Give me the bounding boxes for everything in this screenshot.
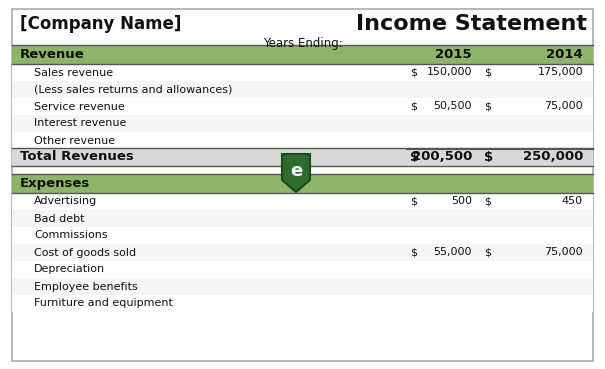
Text: Depreciation: Depreciation: [34, 265, 105, 275]
Text: Other revenue: Other revenue: [34, 135, 115, 145]
Bar: [12, 174, 593, 193]
Text: Interest revenue: Interest revenue: [34, 118, 126, 128]
Bar: [12, 278, 593, 295]
Text: $: $: [410, 151, 419, 163]
Text: 500: 500: [451, 197, 472, 207]
Text: 250,000: 250,000: [523, 151, 583, 163]
Bar: [12, 81, 593, 98]
Bar: [12, 210, 593, 227]
Bar: [12, 193, 593, 210]
Text: 200,500: 200,500: [411, 151, 472, 163]
Bar: [12, 45, 593, 64]
Text: $: $: [410, 248, 417, 258]
Text: Cost of goods sold: Cost of goods sold: [34, 248, 136, 258]
Text: $: $: [484, 101, 491, 111]
Text: [Company Name]: [Company Name]: [20, 15, 182, 33]
Text: Income Statement: Income Statement: [356, 14, 587, 34]
Bar: [12, 132, 593, 149]
Text: Advertising: Advertising: [34, 197, 97, 207]
Text: Service revenue: Service revenue: [34, 101, 125, 111]
Text: (Less sales returns and allowances): (Less sales returns and allowances): [34, 85, 232, 94]
Text: $: $: [484, 197, 491, 207]
Text: $: $: [410, 68, 417, 77]
Text: 2014: 2014: [546, 48, 583, 61]
Bar: [12, 227, 593, 244]
Bar: [12, 98, 593, 115]
Text: Employee benefits: Employee benefits: [34, 282, 138, 292]
Text: $: $: [410, 197, 417, 207]
Text: Sales revenue: Sales revenue: [34, 68, 113, 77]
Text: $: $: [484, 151, 493, 163]
Text: 50,500: 50,500: [434, 101, 472, 111]
Text: Revenue: Revenue: [20, 48, 85, 61]
Text: $: $: [484, 68, 491, 77]
Bar: [12, 261, 593, 278]
Text: 175,000: 175,000: [537, 68, 583, 77]
Text: 450: 450: [562, 197, 583, 207]
Text: $: $: [410, 101, 417, 111]
Text: 75,000: 75,000: [544, 248, 583, 258]
Text: 2015: 2015: [436, 48, 472, 61]
Text: Bad debt: Bad debt: [34, 214, 85, 224]
Text: 75,000: 75,000: [544, 101, 583, 111]
Text: e: e: [290, 162, 302, 180]
Bar: [12, 295, 593, 312]
Text: $: $: [484, 248, 491, 258]
Polygon shape: [282, 154, 310, 192]
Text: 55,000: 55,000: [434, 248, 472, 258]
Text: Years Ending:: Years Ending:: [263, 37, 342, 49]
Bar: [12, 244, 593, 261]
Text: Total Revenues: Total Revenues: [20, 151, 134, 163]
Bar: [12, 115, 593, 132]
Bar: [12, 64, 593, 81]
Text: 150,000: 150,000: [427, 68, 472, 77]
Text: Furniture and equipment: Furniture and equipment: [34, 299, 173, 308]
Bar: [12, 148, 593, 166]
Text: Expenses: Expenses: [20, 177, 90, 190]
Text: Commissions: Commissions: [34, 231, 108, 241]
